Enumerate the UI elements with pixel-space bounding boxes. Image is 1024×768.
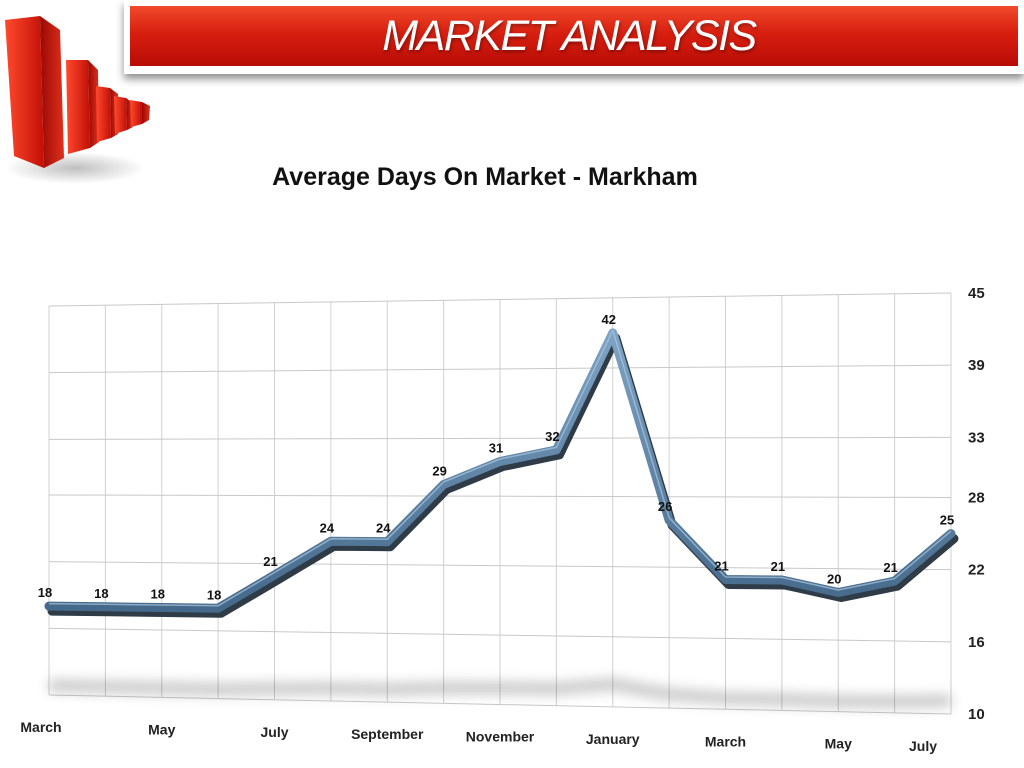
grid-line-horizontal [48,292,952,307]
data-point [498,460,502,464]
grid-line-horizontal [48,561,952,571]
y-tick-label: 28 [968,489,985,506]
data-point [724,577,728,581]
floor-shadow [48,678,952,708]
y-tick-label: 45 [968,285,985,302]
grid-line-horizontal [48,694,952,715]
data-point [611,331,615,335]
grid-line-horizontal [48,436,952,440]
x-tick-label: March [705,733,746,749]
x-tick-label: May [825,736,852,752]
data-label: 24 [376,521,391,536]
x-tick-label: July [260,724,288,740]
y-tick-label: 22 [968,562,985,579]
data-point [442,483,446,487]
data-label: 31 [489,441,503,456]
grid-line-horizontal [48,627,952,643]
data-point [554,448,558,452]
data-label: 21 [263,554,277,569]
data-label: 20 [827,571,841,586]
data-point [160,606,164,610]
data-point [836,590,840,594]
data-point [385,540,389,544]
header-bar: MARKET ANALYSIS [130,6,1018,66]
header-banner: MARKET ANALYSIS [124,0,1024,74]
grid-line-horizontal [48,494,952,498]
y-tick-label: 10 [968,706,985,723]
data-label: 26 [658,499,672,514]
data-point [949,532,953,536]
y-tick-label: 39 [968,357,985,374]
series-line-side [47,333,959,618]
chart-title: Average Days On Market - Markham [272,163,698,191]
data-label: 18 [94,586,108,601]
data-label: 18 [38,585,52,600]
series-line-highlight [48,329,952,607]
data-point [780,578,784,582]
data-label: 18 [207,587,221,602]
data-point [667,518,671,522]
x-tick-label: September [351,726,424,742]
data-label: 24 [320,520,335,535]
bar-chart-icon [5,16,150,184]
data-label: 21 [883,560,897,575]
x-tick-label: November [466,729,535,745]
data-point [216,606,220,610]
x-tick-label: July [909,738,937,754]
x-tick-label: May [148,721,175,737]
series-line [44,328,956,613]
y-tick-label: 33 [968,429,985,446]
data-label: 21 [714,558,728,573]
data-label: 25 [940,513,954,528]
data-label: 21 [771,559,785,574]
data-label: 18 [151,587,165,602]
page-title: MARKET ANALYSIS [382,11,757,60]
data-label: 42 [602,312,616,327]
data-point [47,604,51,608]
x-tick-label: March [20,719,61,735]
grid-line-horizontal [48,364,952,374]
y-tick-label: 16 [968,634,985,651]
data-label: 29 [432,464,446,479]
data-point [893,579,897,583]
data-point [273,573,277,577]
x-tick-label: January [586,731,640,747]
data-label: 32 [545,429,559,444]
data-point [103,605,107,609]
data-point [329,539,333,543]
